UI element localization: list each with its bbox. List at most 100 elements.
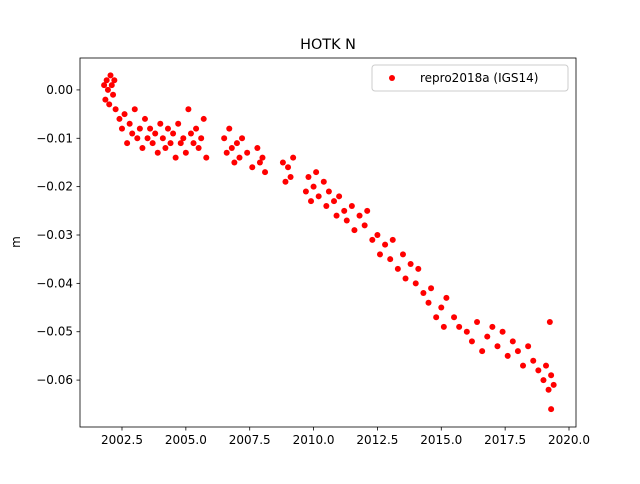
data-point: [236, 154, 243, 161]
data-point: [129, 130, 136, 137]
data-point: [203, 154, 210, 161]
data-point: [182, 149, 189, 156]
data-point: [110, 91, 117, 98]
data-point: [356, 212, 363, 219]
data-point: [279, 159, 286, 166]
data-point: [167, 140, 174, 147]
data-point: [187, 130, 194, 137]
data-point: [200, 115, 207, 122]
data-point: [543, 362, 550, 369]
data-point: [193, 125, 200, 132]
data-point: [399, 251, 406, 258]
data-point: [185, 106, 192, 113]
data-point: [102, 96, 109, 103]
data-point: [259, 154, 266, 161]
data-point: [308, 198, 315, 205]
y-tick-label: −0.03: [36, 228, 73, 242]
data-point: [548, 372, 555, 379]
data-point: [282, 178, 289, 185]
data-point: [126, 120, 133, 127]
data-point: [233, 140, 240, 147]
data-point: [124, 140, 131, 147]
y-tick-label: −0.06: [36, 373, 73, 387]
data-point: [164, 125, 171, 132]
data-point: [374, 232, 381, 239]
data-point: [118, 125, 125, 132]
data-point: [420, 290, 427, 297]
data-point: [545, 386, 552, 393]
data-point: [331, 198, 338, 205]
data-point: [463, 328, 470, 335]
data-point: [108, 82, 115, 89]
chart-title: HOTK N: [300, 37, 356, 53]
data-point: [305, 173, 312, 180]
data-point: [313, 169, 320, 176]
x-tick-label: 2015.0: [420, 433, 462, 447]
data-point: [323, 202, 330, 209]
data-point: [134, 135, 141, 142]
data-point: [520, 362, 527, 369]
data-point: [285, 164, 292, 171]
data-point: [223, 149, 230, 156]
legend-box: [371, 64, 569, 92]
data-point: [509, 338, 516, 345]
data-point: [254, 144, 261, 151]
data-point: [468, 338, 475, 345]
data-point: [103, 77, 110, 84]
data-point: [540, 377, 547, 384]
data-point: [320, 178, 327, 185]
data-point: [244, 149, 251, 156]
y-tick-label: 0.00: [46, 83, 73, 97]
plot-frame: [79, 57, 577, 428]
data-point: [231, 159, 238, 166]
x-tick-label: 2005.0: [165, 433, 207, 447]
legend-marker: [389, 75, 395, 81]
data-point: [387, 256, 394, 263]
data-point: [136, 125, 143, 132]
data-point: [116, 115, 123, 122]
x-tick-label: 2007.5: [229, 433, 271, 447]
data-point: [428, 285, 435, 292]
data-point: [425, 299, 432, 306]
data-point: [440, 323, 447, 330]
data-point: [376, 251, 383, 258]
data-point: [525, 343, 532, 350]
data-point: [343, 217, 350, 224]
data-point: [157, 120, 164, 127]
data-point: [369, 236, 376, 243]
data-point: [535, 367, 542, 374]
y-tick-label: −0.05: [36, 325, 73, 339]
data-point: [302, 188, 309, 195]
data-point: [287, 173, 294, 180]
data-point: [107, 72, 114, 79]
y-tick-label: −0.04: [36, 276, 73, 290]
data-point: [177, 140, 184, 147]
data-point: [175, 120, 182, 127]
data-point: [389, 236, 396, 243]
data-point: [190, 140, 197, 147]
data-point: [149, 140, 156, 147]
data-point: [315, 193, 322, 200]
x-tick-label: 2020.0: [548, 433, 590, 447]
data-point: [228, 144, 235, 151]
data-point: [438, 304, 445, 311]
data-point: [361, 222, 368, 229]
data-point: [348, 202, 355, 209]
data-point: [239, 135, 246, 142]
data-point: [198, 135, 205, 142]
data-point: [111, 77, 118, 84]
data-point: [484, 333, 491, 340]
data-point: [546, 319, 553, 326]
y-axis-label: m: [9, 236, 23, 248]
data-point: [162, 144, 169, 151]
data-point: [139, 144, 146, 151]
data-point: [325, 188, 332, 195]
data-point: [290, 154, 297, 161]
data-point: [451, 314, 458, 321]
y-tick-label: −0.01: [36, 131, 73, 145]
data-point: [351, 227, 358, 234]
data-point: [121, 111, 128, 118]
data-point: [106, 101, 113, 108]
data-point: [550, 381, 557, 388]
